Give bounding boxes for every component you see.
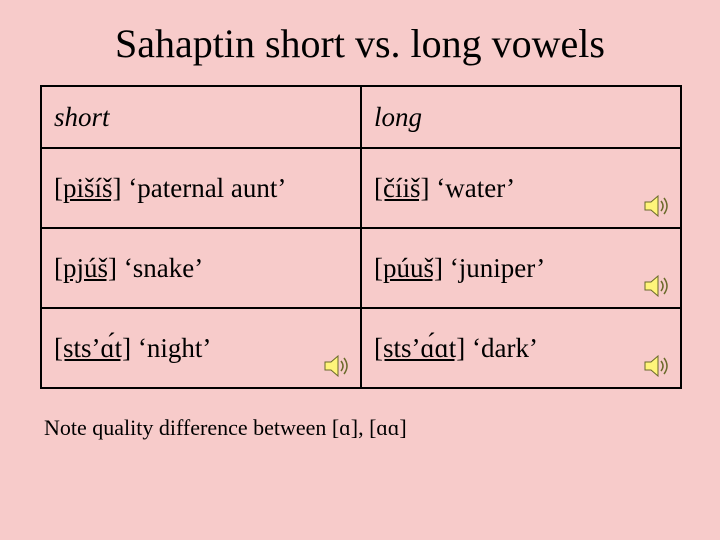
vowel-table: short long [pišíš] ‘paternal aunt’ [číiš… bbox=[40, 85, 682, 389]
ipa-short: [pjúš] bbox=[54, 253, 117, 283]
ipa-long: [sts’ɑ́ɑt] bbox=[374, 333, 465, 363]
header-long: long bbox=[361, 86, 681, 148]
audio-icon[interactable] bbox=[644, 195, 670, 217]
slide-title: Sahaptin short vs. long vowels bbox=[40, 20, 680, 67]
slide: Sahaptin short vs. long vowels short lon… bbox=[0, 0, 720, 540]
table-header-row: short long bbox=[41, 86, 681, 148]
audio-icon[interactable] bbox=[324, 355, 350, 377]
table-row: [pišíš] ‘paternal aunt’ [číiš] ‘water’ bbox=[41, 148, 681, 228]
cell-short-2: [pjúš] ‘snake’ bbox=[41, 228, 361, 308]
gloss-short: ‘snake’ bbox=[117, 253, 203, 283]
ipa-short: [sts’ɑ́t] bbox=[54, 333, 131, 363]
cell-long-1: [číiš] ‘water’ bbox=[361, 148, 681, 228]
cell-short-1: [pišíš] ‘paternal aunt’ bbox=[41, 148, 361, 228]
ipa-short: [pišíš] bbox=[54, 173, 122, 203]
table-row: [sts’ɑ́t] ‘night’ [sts’ɑ́ɑt] ‘dark’ bbox=[41, 308, 681, 388]
gloss-short: ‘paternal aunt’ bbox=[122, 173, 287, 203]
footnote: Note quality difference between [ɑ], [ɑɑ… bbox=[44, 415, 680, 441]
audio-icon[interactable] bbox=[644, 275, 670, 297]
audio-icon[interactable] bbox=[644, 355, 670, 377]
cell-long-2: [púuš] ‘juniper’ bbox=[361, 228, 681, 308]
gloss-long: ‘dark’ bbox=[465, 333, 538, 363]
cell-long-3: [sts’ɑ́ɑt] ‘dark’ bbox=[361, 308, 681, 388]
gloss-short: ‘night’ bbox=[131, 333, 211, 363]
table-row: [pjúš] ‘snake’ [púuš] ‘juniper’ bbox=[41, 228, 681, 308]
gloss-long: ‘water’ bbox=[429, 173, 515, 203]
cell-short-3: [sts’ɑ́t] ‘night’ bbox=[41, 308, 361, 388]
gloss-long: ‘juniper’ bbox=[443, 253, 545, 283]
ipa-long: [číiš] bbox=[374, 173, 429, 203]
header-short: short bbox=[41, 86, 361, 148]
ipa-long: [púuš] bbox=[374, 253, 443, 283]
